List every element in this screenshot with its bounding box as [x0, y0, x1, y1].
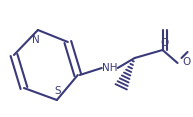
Text: NH: NH	[102, 63, 118, 73]
Text: N: N	[32, 35, 40, 45]
Text: O: O	[183, 57, 191, 67]
Text: O: O	[160, 38, 169, 48]
Text: S: S	[55, 86, 61, 96]
